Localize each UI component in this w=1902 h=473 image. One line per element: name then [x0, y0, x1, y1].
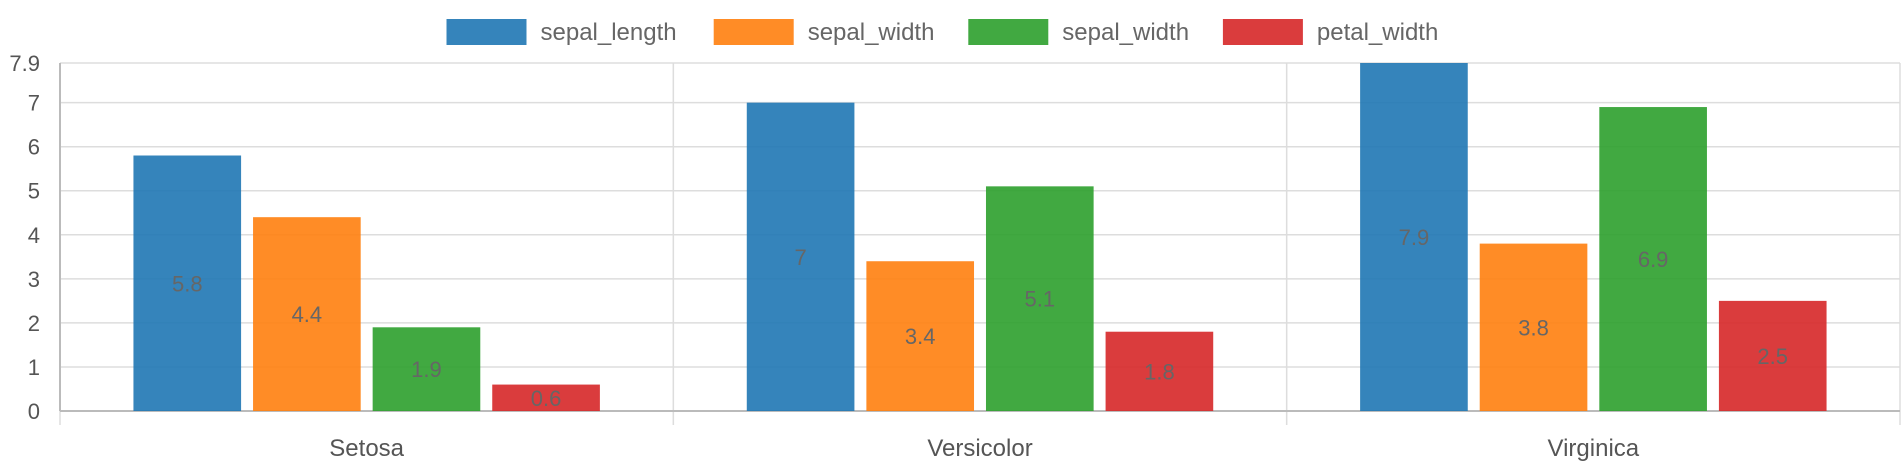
bar-sepal-width-versicolor[interactable] — [866, 261, 975, 411]
legend-label: sepal_length — [541, 19, 677, 46]
bar-sepal-width-versicolor[interactable] — [985, 186, 1094, 411]
bar-sepal-width-virginica[interactable] — [1599, 107, 1707, 412]
axes: 0 1 2 3 4 5 6 7 7.9 Setosa Versicolor Virginica — [9, 51, 1900, 462]
legend-swatch — [713, 19, 794, 45]
legend-label: sepal_width — [1062, 19, 1189, 46]
data-label: 0.6 — [531, 386, 562, 411]
y-tick-label: 7 — [28, 91, 40, 116]
bars — [133, 63, 1827, 412]
y-tick-label: 4 — [28, 223, 40, 248]
data-label: 1.9 — [411, 357, 442, 382]
legend-label: sepal_width — [808, 19, 935, 46]
legend-item-sepal-width[interactable]: sepal_width — [968, 19, 1189, 46]
data-labels: 5.8 7 7.9 4.4 3.4 3.8 1.9 5.1 6.9 0.6 1.8 2.5 — [172, 225, 1788, 411]
x-tick-label: Setosa — [329, 435, 404, 462]
y-tick-label: 7.9 — [9, 51, 40, 76]
bar-sepal-length-setosa[interactable] — [133, 155, 242, 411]
grid — [59, 62, 1901, 425]
data-label: 4.4 — [292, 302, 323, 327]
legend-label: petal_width — [1317, 19, 1438, 46]
x-tick-label: Virginica — [1548, 435, 1640, 462]
bar-petal-width-versicolor[interactable] — [1105, 331, 1214, 411]
legend-swatch — [968, 19, 1049, 45]
data-label: 5.8 — [172, 271, 203, 296]
y-tick-label: 2 — [28, 311, 40, 336]
legend-swatch — [446, 19, 527, 45]
data-label: 3.4 — [905, 324, 936, 349]
bar-petal-width-virginica[interactable] — [1718, 300, 1827, 411]
y-tick-label: 3 — [28, 267, 40, 292]
legend-item-petal-width[interactable]: petal_width — [1222, 19, 1438, 46]
data-label: 1.8 — [1144, 359, 1175, 384]
x-tick-label: Versicolor — [927, 435, 1032, 462]
y-tick-label: 6 — [28, 135, 40, 160]
y-tick-label: 0 — [28, 399, 40, 424]
data-label: 5.1 — [1025, 287, 1056, 312]
y-tick-label: 5 — [28, 179, 40, 204]
bar-sepal-width-virginica[interactable] — [1479, 243, 1588, 411]
bar-sepal-width-setosa[interactable] — [253, 217, 361, 411]
data-label: 7 — [794, 245, 806, 270]
bar-sepal-length-versicolor[interactable] — [746, 102, 855, 411]
y-tick-label: 1 — [28, 355, 40, 380]
data-label: 3.8 — [1518, 315, 1549, 340]
legend-item-sepal-length[interactable]: sepal_length — [446, 19, 677, 46]
data-label: 7.9 — [1399, 225, 1430, 250]
bar-petal-width-setosa[interactable] — [492, 384, 600, 411]
data-label: 2.5 — [1757, 344, 1788, 369]
legend-item-sepal-width[interactable]: sepal_width — [713, 19, 935, 46]
data-label: 6.9 — [1638, 247, 1669, 272]
bar-sepal-width-setosa[interactable] — [372, 327, 481, 411]
legend: sepal_length sepal_width sepal_width petal_… — [446, 19, 1438, 46]
bar-sepal-length-virginica[interactable] — [1360, 63, 1468, 411]
legend-swatch — [1222, 19, 1303, 45]
